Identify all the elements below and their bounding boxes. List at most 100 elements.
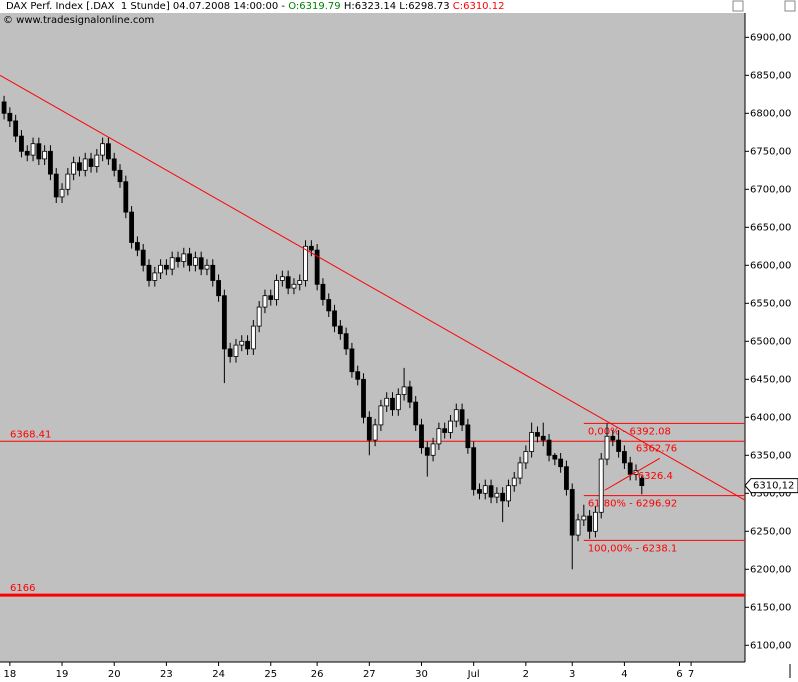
header-part: L:6298.73 — [396, 1, 449, 12]
candle-body — [169, 257, 175, 270]
y-tick-label: 6250,00 — [750, 526, 791, 537]
x-tick-label: 30 — [415, 669, 428, 680]
candle-body — [488, 485, 494, 498]
candle-body — [477, 489, 482, 494]
candle-body — [395, 394, 401, 411]
y-tick-label: 6150,00 — [750, 602, 791, 613]
header: DAX Perf. Index [.DAX 1 Stunde] 04.07.20… — [6, 1, 504, 12]
candle-body — [569, 489, 575, 536]
candle-body — [366, 416, 372, 441]
header-part: H:6323.14 — [341, 1, 396, 12]
y-tick-label: 6600,00 — [750, 260, 791, 271]
y-tick-label: 6450,00 — [750, 374, 791, 385]
candle-body — [1, 101, 7, 114]
x-tick-label: Jul — [467, 669, 480, 680]
candle-body — [216, 280, 221, 297]
candle-body — [262, 295, 268, 308]
x-tick-label: 25 — [264, 669, 277, 680]
candle-body — [523, 451, 529, 464]
trendline — [0, 74, 746, 501]
horizontal-line-label: 6368.41 — [10, 429, 51, 440]
y-tick-label: 6200,00 — [750, 564, 791, 575]
candle-body — [506, 485, 511, 502]
candle-body — [210, 264, 216, 281]
candle-body — [337, 325, 343, 335]
candle-body — [436, 428, 442, 445]
candle-body — [546, 439, 552, 456]
fib-label: 61,80% - 6296.92 — [588, 499, 677, 510]
candle-body — [598, 458, 604, 513]
candle-body — [181, 253, 187, 262]
header-part: O:6319.79 — [288, 1, 340, 12]
y-tick-label: 6550,00 — [750, 298, 791, 309]
candle-body — [494, 492, 500, 498]
fib-label: 0,00% - 6392.08 — [588, 426, 671, 437]
candle-body — [163, 264, 169, 270]
candle-body — [349, 348, 355, 373]
candle-body — [158, 264, 163, 274]
candle-body — [482, 485, 488, 494]
candle-body — [430, 443, 436, 456]
x-tick-label: 19 — [56, 669, 69, 680]
header-part: C:6310.12 — [450, 1, 505, 12]
candle-body — [372, 424, 378, 441]
candle-body — [36, 143, 42, 160]
candle-body — [448, 420, 453, 433]
candle-body — [48, 150, 53, 175]
candle-body — [500, 492, 506, 502]
candle-body — [401, 386, 407, 395]
plot-area — [0, 13, 745, 662]
candle-body — [256, 306, 262, 327]
x-tick-label: 27 — [363, 669, 376, 680]
candle-body — [511, 477, 517, 487]
candle-body — [233, 344, 239, 357]
candle-body — [320, 283, 326, 300]
candle-body — [221, 295, 227, 350]
y-tick-label: 6800,00 — [750, 108, 791, 119]
candle-body — [30, 143, 36, 156]
y-tick-label: 6900,00 — [750, 32, 791, 43]
x-tick-label: 24 — [212, 669, 225, 680]
candle-body — [622, 451, 627, 464]
candle-body — [308, 245, 314, 251]
last-price-label: 6310,12 — [753, 481, 794, 492]
candle-body — [245, 340, 250, 350]
candle-body — [558, 458, 564, 468]
candle-body — [540, 435, 546, 441]
candle-body — [111, 158, 117, 171]
candle-body — [192, 257, 198, 266]
candle-body — [88, 158, 94, 167]
copyright: © www.tradesignalonline.com — [3, 15, 154, 26]
x-tick-label: 4 — [621, 669, 627, 680]
candle-body — [587, 515, 593, 532]
candle-body — [100, 143, 106, 156]
header-part: DAX Perf. Index [.DAX 1 Stunde] 04.07.20… — [6, 1, 288, 12]
price-label: 6326.4 — [638, 471, 673, 482]
candle-body — [314, 249, 320, 285]
candle-body — [198, 257, 204, 270]
candle-body — [639, 477, 645, 486]
candle-body — [82, 158, 88, 171]
candle-body — [413, 401, 419, 426]
candle-body — [146, 264, 152, 281]
candle-body — [285, 276, 291, 289]
scroll-button[interactable] — [784, 0, 796, 12]
candle-body — [442, 428, 448, 433]
candle-body — [361, 378, 366, 418]
candle-body — [175, 257, 181, 262]
candle-body — [94, 154, 100, 167]
candle-body — [390, 397, 395, 411]
y-tick-label: 6500,00 — [750, 336, 791, 347]
y-tick-label: 6850,00 — [750, 70, 791, 81]
candle-body — [627, 462, 633, 475]
candle-body — [123, 181, 129, 213]
candle-body — [419, 424, 424, 449]
candle-body — [291, 283, 297, 289]
scroll-button[interactable] — [732, 0, 744, 12]
x-tick-label: 6 — [676, 669, 682, 680]
candle-body — [552, 454, 558, 460]
x-tick-label: 26 — [311, 669, 324, 680]
candle-body — [593, 511, 598, 532]
candle-body — [117, 169, 123, 183]
